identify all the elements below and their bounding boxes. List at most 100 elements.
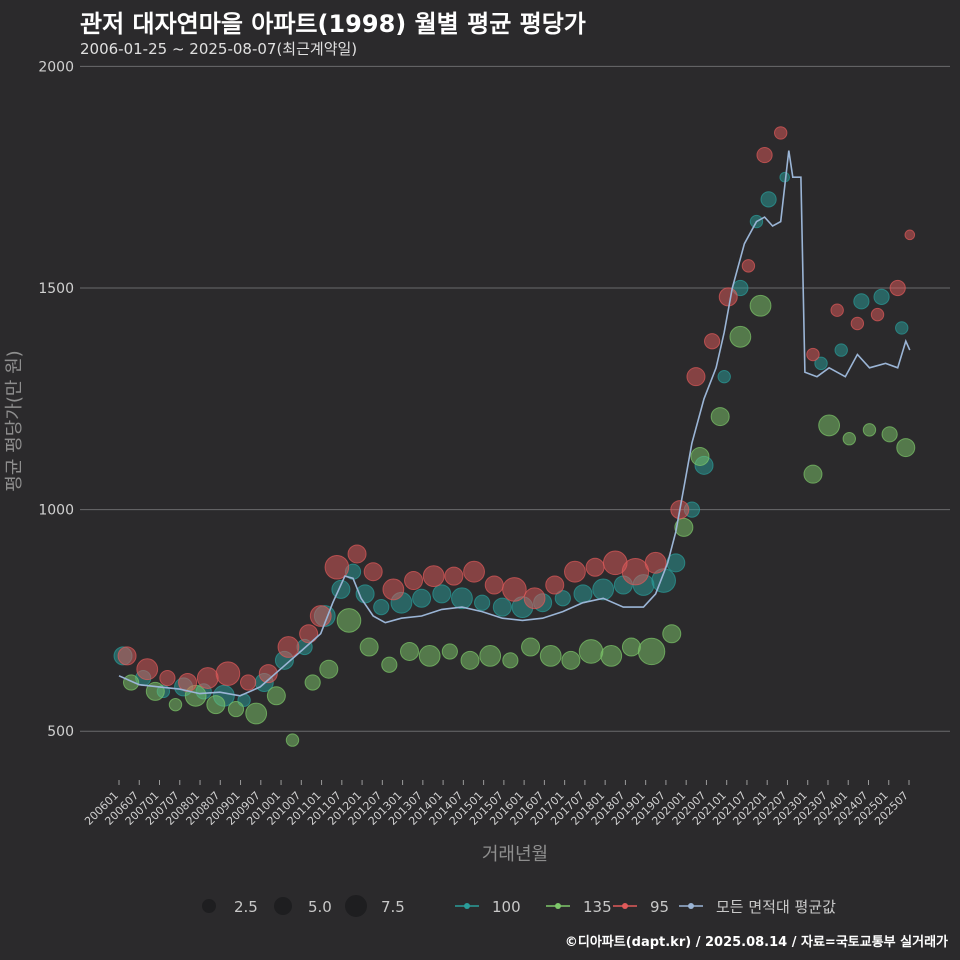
point-135 <box>400 641 420 661</box>
point-135 <box>881 426 898 443</box>
point-95 <box>718 287 738 307</box>
point-135 <box>266 686 286 706</box>
point-95 <box>644 551 667 574</box>
point-95 <box>850 316 865 331</box>
point-100 <box>717 369 731 384</box>
point-135 <box>227 700 245 718</box>
point-95 <box>324 554 350 580</box>
point-95 <box>136 658 159 681</box>
point-135 <box>896 438 916 458</box>
point-135 <box>600 645 623 667</box>
point-95 <box>215 661 241 686</box>
size-legend-circle <box>202 899 216 913</box>
point-95 <box>585 557 605 577</box>
point-135 <box>621 637 641 657</box>
point-95 <box>444 566 464 586</box>
point-95 <box>277 636 300 658</box>
point-100 <box>432 584 452 604</box>
point-95 <box>741 259 756 273</box>
color-legend-label: 95 <box>650 898 669 916</box>
point-135 <box>502 652 519 669</box>
point-100 <box>853 293 870 310</box>
point-95 <box>258 664 278 684</box>
point-135 <box>729 325 752 348</box>
point-100 <box>895 321 909 335</box>
point-135 <box>674 517 694 537</box>
point-100 <box>834 343 848 357</box>
x-axis-title: 거래년월 <box>482 844 548 865</box>
point-95 <box>545 575 565 595</box>
avg-line <box>118 150 911 697</box>
point-100 <box>573 584 593 604</box>
point-135 <box>206 695 226 715</box>
point-95 <box>240 674 257 691</box>
size-legend-label: 5.0 <box>308 898 332 916</box>
point-95 <box>621 557 650 586</box>
point-135 <box>285 733 300 747</box>
point-135 <box>441 643 458 660</box>
point-135 <box>479 645 502 667</box>
point-135 <box>336 608 362 633</box>
color-legend-label: 135 <box>583 898 612 916</box>
y-tick-label: 500 <box>47 724 74 740</box>
y-tick-label: 1000 <box>38 503 74 519</box>
point-100 <box>474 594 491 611</box>
point-95 <box>117 646 137 666</box>
point-100 <box>451 587 473 610</box>
point-95 <box>830 303 844 317</box>
point-95 <box>564 560 586 583</box>
color-legend-dot <box>464 903 470 909</box>
color-legend-dot <box>688 903 694 909</box>
point-100 <box>814 356 828 371</box>
point-135 <box>460 650 480 670</box>
point-95 <box>484 575 504 595</box>
point-135 <box>418 645 441 667</box>
point-95 <box>773 126 788 140</box>
point-95 <box>159 669 176 687</box>
point-135 <box>578 639 604 664</box>
point-100 <box>873 288 890 306</box>
point-135 <box>521 637 541 657</box>
point-135 <box>168 697 183 712</box>
color-legend-label: 100 <box>492 898 521 916</box>
point-135 <box>123 674 140 691</box>
point-135 <box>304 674 321 691</box>
point-100 <box>492 597 512 617</box>
color-legend-label: 모든 면적대 평균값 <box>716 898 836 916</box>
point-100 <box>554 590 571 607</box>
y-tick-label: 1500 <box>38 281 74 297</box>
point-135 <box>803 464 823 484</box>
point-95 <box>686 367 706 387</box>
point-95 <box>704 333 721 350</box>
point-95 <box>463 560 485 583</box>
point-135 <box>862 423 877 437</box>
source-caption: ©디아파트(dapt.kr) / 2025.08.14 / 자료=국토교통부 실… <box>564 935 948 950</box>
point-95 <box>363 562 383 582</box>
point-135 <box>842 432 856 446</box>
point-135 <box>539 645 562 667</box>
point-95 <box>523 587 546 610</box>
point-95 <box>382 578 405 601</box>
point-135 <box>710 407 730 427</box>
point-100 <box>412 588 432 608</box>
point-95 <box>870 307 885 322</box>
size-legend-label: 2.5 <box>234 898 258 916</box>
point-100 <box>666 553 686 573</box>
point-135 <box>818 414 841 437</box>
point-135 <box>381 656 398 673</box>
point-95 <box>889 279 906 297</box>
point-100 <box>373 599 390 616</box>
point-95 <box>502 577 527 602</box>
point-95 <box>806 347 820 362</box>
point-135 <box>637 637 666 666</box>
point-135 <box>662 624 682 644</box>
y-axis-title: 평균 평당가(만 원) <box>4 350 25 491</box>
point-135 <box>245 702 268 725</box>
point-95 <box>404 571 424 591</box>
point-95 <box>422 565 445 588</box>
point-95 <box>299 624 319 644</box>
point-135 <box>561 650 581 670</box>
point-100 <box>760 191 777 208</box>
size-legend-circle <box>274 897 292 915</box>
